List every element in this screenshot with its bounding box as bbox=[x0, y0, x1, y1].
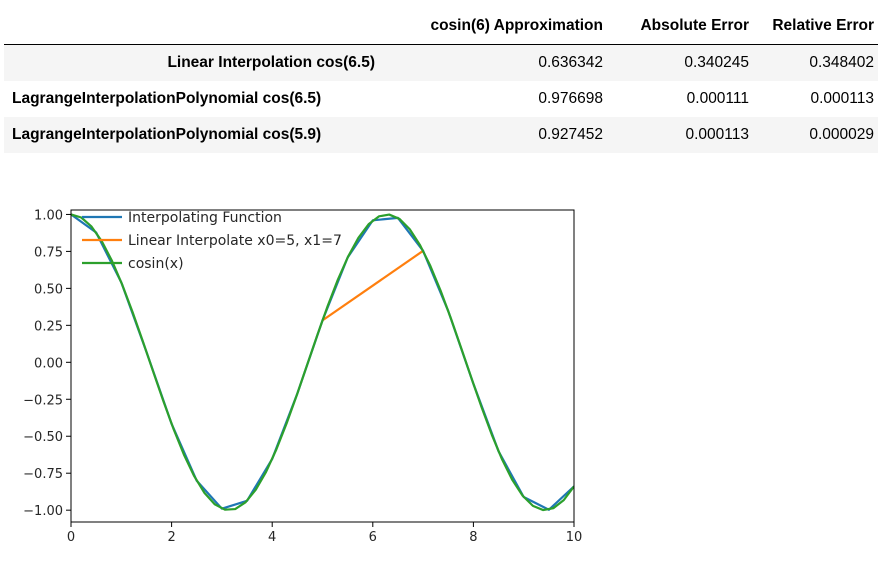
column-header-approximation: cosin(6) Approximation bbox=[389, 8, 607, 45]
approximation-cell: 0.976698 bbox=[538, 90, 603, 107]
column-header-index bbox=[4, 8, 389, 45]
y-tick-label: 0.25 bbox=[34, 319, 63, 334]
absolute-error-cell: 0.340245 bbox=[684, 54, 749, 71]
y-tick-label: −0.25 bbox=[23, 393, 63, 408]
y-axis: 1.00 0.75 0.50 0.25 0.00 −0.25 −0.50 −0.75 −1.00 bbox=[23, 208, 71, 519]
row-label: LagrangeInterpolationPolynomial cos(5.9) bbox=[12, 126, 322, 143]
y-tick-label: 1.00 bbox=[34, 208, 63, 223]
series-line-3 bbox=[71, 213, 574, 512]
x-axis: 0 2 4 6 8 10 bbox=[67, 522, 582, 545]
interpolation-line-chart: 0 2 4 6 8 10 1.00 0.75 0.50 0.25 0.00 −0.25 −0.50 −0… bbox=[23, 208, 582, 545]
x-tick-label: 8 bbox=[469, 530, 477, 545]
approximation-cell: 0.927452 bbox=[538, 126, 603, 143]
column-header-relative-error: Relative Error bbox=[753, 8, 878, 45]
row-label: LagrangeInterpolationPolynomial cos(6.5) bbox=[12, 90, 322, 107]
legend: Interpolating Function Linear Interpolate… bbox=[82, 210, 342, 272]
plot-lines bbox=[71, 213, 574, 512]
y-tick-label: −0.50 bbox=[23, 430, 63, 445]
relative-error-cell: 0.000029 bbox=[809, 126, 874, 143]
y-tick-label: −0.75 bbox=[23, 467, 63, 482]
x-tick-label: 4 bbox=[268, 530, 276, 545]
column-header-absolute-error: Absolute Error bbox=[607, 8, 753, 45]
absolute-error-cell: 0.000113 bbox=[685, 126, 750, 143]
row-label: Linear Interpolation cos(6.5) bbox=[167, 54, 375, 71]
x-tick-label: 6 bbox=[369, 530, 377, 545]
x-tick-label: 0 bbox=[67, 530, 75, 545]
table-row: Linear Interpolation cos(6.5) 0.636342 0… bbox=[4, 44, 878, 81]
relative-error-cell: 0.348402 bbox=[809, 54, 874, 71]
approximation-cell: 0.636342 bbox=[538, 54, 603, 71]
relative-error-cell: 0.000113 bbox=[810, 90, 875, 107]
y-tick-label: −1.00 bbox=[23, 504, 63, 519]
axes-frame bbox=[70, 209, 575, 523]
x-tick-label: 2 bbox=[167, 530, 175, 545]
legend-label: Linear Interpolate x0=5, x1=7 bbox=[128, 233, 342, 249]
y-tick-label: 0.00 bbox=[34, 356, 63, 371]
legend-label: Interpolating Function bbox=[128, 210, 282, 226]
y-tick-label: 0.75 bbox=[34, 245, 63, 260]
series-line-2 bbox=[321, 249, 424, 322]
x-tick-label: 10 bbox=[566, 530, 583, 545]
absolute-error-cell: 0.000111 bbox=[686, 90, 749, 107]
table-row: LagrangeInterpolationPolynomial cos(6.5)… bbox=[4, 81, 878, 117]
legend-label: cosin(x) bbox=[128, 256, 184, 272]
results-table: cosin(6) Approximation Absolute Error Re… bbox=[4, 8, 878, 153]
table-header-row: cosin(6) Approximation Absolute Error Re… bbox=[4, 8, 878, 45]
y-tick-label: 0.50 bbox=[34, 282, 63, 297]
table-row: LagrangeInterpolationPolynomial cos(5.9)… bbox=[4, 117, 878, 153]
